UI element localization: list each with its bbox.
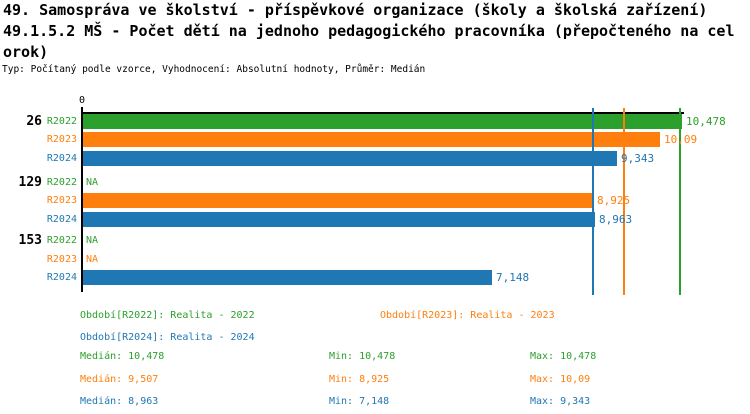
y-axis-line <box>81 107 83 292</box>
series-label: R2022 <box>46 235 77 247</box>
page-title-line1: 49. Samospráva ve školství - příspěvkové… <box>3 1 708 19</box>
chart-meta-line: Typ: Počítaný podle vzorce, Vyhodnocení:… <box>2 64 426 75</box>
series-label: R2024 <box>46 213 77 225</box>
median-line <box>592 108 594 295</box>
bar-value-label: 9,343 <box>621 151 655 165</box>
bar-value-label: 10,09 <box>664 133 698 147</box>
series-label: R2023 <box>46 253 77 265</box>
stat-min-r2024: Min: 7,148 <box>329 396 390 407</box>
stat-min-r2022: Min: 10,478 <box>329 351 396 362</box>
bar-na-label: NA <box>86 235 99 247</box>
stat-median-r2023: Medián: 9,507 <box>80 374 159 385</box>
bar <box>83 269 492 285</box>
bar <box>83 150 617 166</box>
series-label: R2024 <box>46 152 77 164</box>
series-label: R2022 <box>46 177 77 188</box>
x-axis-zero-tick-label: 0 <box>78 95 86 106</box>
group-label: 26 <box>26 114 42 129</box>
stat-median-r2024: Medián: 8,963 <box>80 396 159 407</box>
legend-item-r2023: Období[R2023]: Realita - 2023 <box>380 310 555 321</box>
group-label: 153 <box>18 233 42 249</box>
legend-item-r2022: Období[R2022]: Realita - 2022 <box>80 310 255 321</box>
bar <box>83 211 595 227</box>
median-line <box>679 108 681 295</box>
x-axis-line <box>81 112 684 114</box>
median-line <box>623 108 625 295</box>
stat-max-r2022: Max: 10,478 <box>530 351 597 362</box>
bar <box>83 114 682 129</box>
page-title-line2: 49.1.5.2 MŠ - Počet dětí na jednoho peda… <box>3 22 735 40</box>
series-label: R2023 <box>46 134 77 146</box>
stat-max-r2024: Max: 9,343 <box>530 396 591 407</box>
page-title-line3: orok) <box>3 43 49 61</box>
series-label: R2023 <box>46 195 77 207</box>
bar <box>83 132 660 148</box>
legend-item-r2024: Období[R2024]: Realita - 2024 <box>80 332 255 343</box>
bar-value-label: 8,925 <box>597 194 631 208</box>
bar-value-label: 10,478 <box>686 115 726 128</box>
bar-value-label: 7,148 <box>496 270 530 284</box>
stat-min-r2023: Min: 8,925 <box>329 374 390 385</box>
bar <box>83 193 593 209</box>
group-label: 129 <box>18 175 42 190</box>
stat-median-r2022: Medián: 10,478 <box>80 351 165 362</box>
series-label: R2024 <box>46 271 77 283</box>
stat-max-r2023: Max: 10,09 <box>530 374 591 385</box>
bar-na-label: NA <box>86 177 99 188</box>
series-label: R2022 <box>46 116 77 127</box>
bar-value-label: 8,963 <box>599 212 633 226</box>
bar-na-label: NA <box>86 253 99 265</box>
